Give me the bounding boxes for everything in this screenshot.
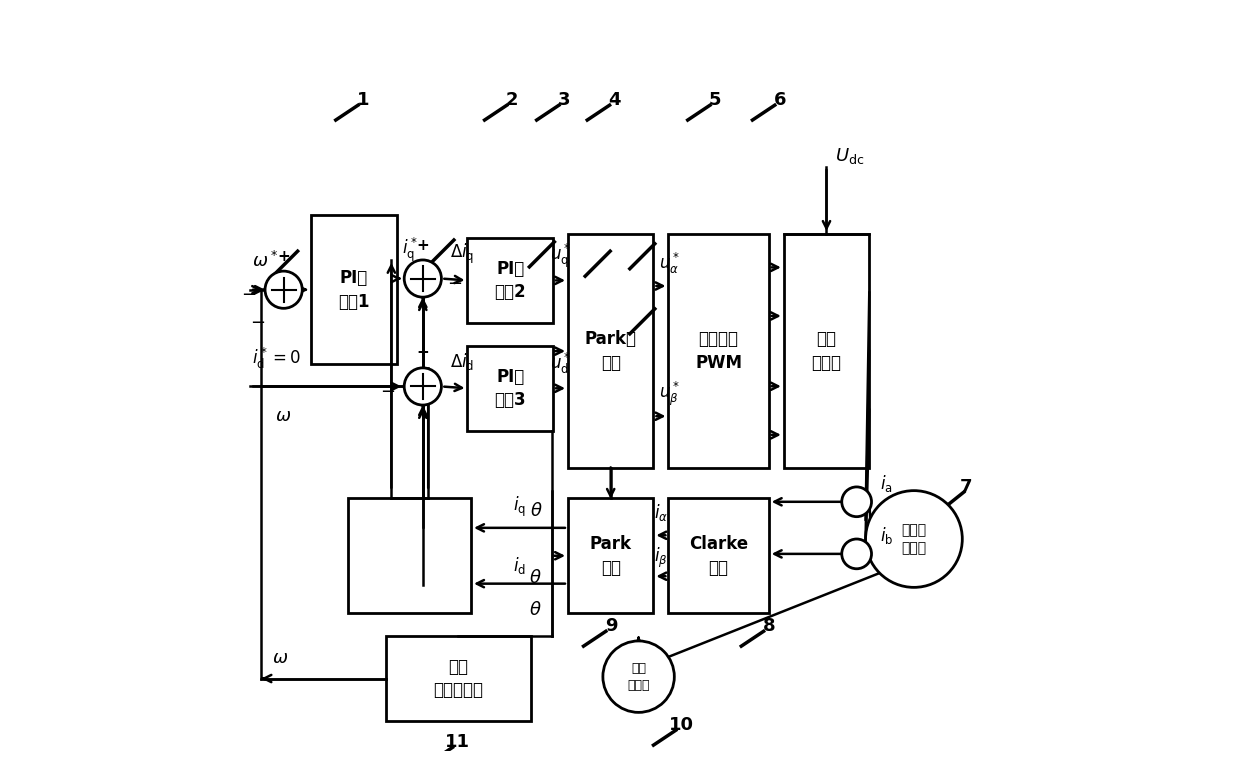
Text: $\Delta i_{\rm q}$: $\Delta i_{\rm q}$ xyxy=(450,242,474,266)
Text: Clarke
变换: Clarke 变换 xyxy=(689,535,748,577)
Text: 2: 2 xyxy=(506,91,518,109)
Text: 5: 5 xyxy=(709,91,722,109)
Bar xyxy=(467,346,553,431)
Text: $\theta$: $\theta$ xyxy=(528,600,542,619)
Text: $i_{\rm b}$: $i_{\rm b}$ xyxy=(880,524,894,546)
Text: 位置
传感器: 位置 传感器 xyxy=(627,662,650,692)
Text: 3: 3 xyxy=(558,91,570,109)
Text: +: + xyxy=(278,249,290,264)
Text: $-$: $-$ xyxy=(250,312,265,330)
Text: 10: 10 xyxy=(668,716,693,734)
Text: $i_{\beta}$: $i_{\beta}$ xyxy=(653,546,668,570)
Text: PI控
制器3: PI控 制器3 xyxy=(495,368,526,409)
Text: $\theta$: $\theta$ xyxy=(531,502,543,520)
Bar xyxy=(568,498,653,613)
Bar xyxy=(348,498,471,613)
Text: $u^*_{\alpha}$: $u^*_{\alpha}$ xyxy=(660,251,681,276)
Text: $U_{\rm dc}$: $U_{\rm dc}$ xyxy=(836,146,864,166)
Text: 4: 4 xyxy=(609,91,621,109)
Bar xyxy=(467,238,553,323)
Bar xyxy=(668,234,769,468)
Text: $\omega$: $\omega$ xyxy=(273,649,289,667)
Circle shape xyxy=(842,487,872,517)
Circle shape xyxy=(603,641,675,712)
Text: $i^*_{\rm d}=0$: $i^*_{\rm d}=0$ xyxy=(252,346,300,371)
Circle shape xyxy=(842,539,872,568)
Text: $-$: $-$ xyxy=(381,382,396,399)
Text: $\omega$: $\omega$ xyxy=(275,407,291,425)
Text: $i_{\rm d}$: $i_{\rm d}$ xyxy=(513,555,526,575)
Text: Park逆
变换: Park逆 变换 xyxy=(585,331,636,372)
Text: 空间矢量
PWM: 空间矢量 PWM xyxy=(696,331,742,372)
Text: $i_{\rm a}$: $i_{\rm a}$ xyxy=(880,473,893,494)
Text: +: + xyxy=(417,345,429,360)
Bar xyxy=(784,234,869,468)
Text: $\Delta i_{\rm d}$: $\Delta i_{\rm d}$ xyxy=(450,351,474,372)
Text: 三相
逆变器: 三相 逆变器 xyxy=(811,331,842,372)
Text: $u^*_{\rm d}$: $u^*_{\rm d}$ xyxy=(549,351,572,376)
Text: 6: 6 xyxy=(774,91,786,109)
Text: $-$: $-$ xyxy=(448,274,463,291)
Text: PI控
制器1: PI控 制器1 xyxy=(339,269,370,311)
Circle shape xyxy=(404,368,441,405)
Text: $\omega^*$: $\omega^*$ xyxy=(252,252,278,271)
Bar xyxy=(386,635,531,721)
Text: $u^*_{\beta}$: $u^*_{\beta}$ xyxy=(660,380,681,408)
Text: $i_{\rm q}$: $i_{\rm q}$ xyxy=(513,495,526,519)
Bar xyxy=(568,234,653,468)
Text: 位置
和速度计算: 位置 和速度计算 xyxy=(433,657,484,699)
Text: $\theta$: $\theta$ xyxy=(528,569,542,587)
Text: 永磁同
步电机: 永磁同 步电机 xyxy=(901,523,926,556)
Text: 11: 11 xyxy=(445,733,470,751)
Text: PI控
制器2: PI控 制器2 xyxy=(495,260,526,301)
Text: $i^*_{\rm q}$: $i^*_{\rm q}$ xyxy=(402,236,418,264)
Bar xyxy=(668,498,769,613)
Text: 1: 1 xyxy=(357,91,370,109)
Text: +: + xyxy=(417,238,429,252)
Text: 7: 7 xyxy=(960,478,972,496)
Circle shape xyxy=(866,491,962,587)
Circle shape xyxy=(265,271,303,309)
Bar xyxy=(311,215,397,364)
Text: $i_{\alpha}$: $i_{\alpha}$ xyxy=(653,502,668,524)
Text: 8: 8 xyxy=(763,617,775,635)
Circle shape xyxy=(404,260,441,297)
Text: $u^*_{\rm q}$: $u^*_{\rm q}$ xyxy=(549,242,572,270)
Text: $-$: $-$ xyxy=(241,284,257,302)
Text: Park
变换: Park 变换 xyxy=(590,535,631,577)
Text: 9: 9 xyxy=(605,617,618,635)
